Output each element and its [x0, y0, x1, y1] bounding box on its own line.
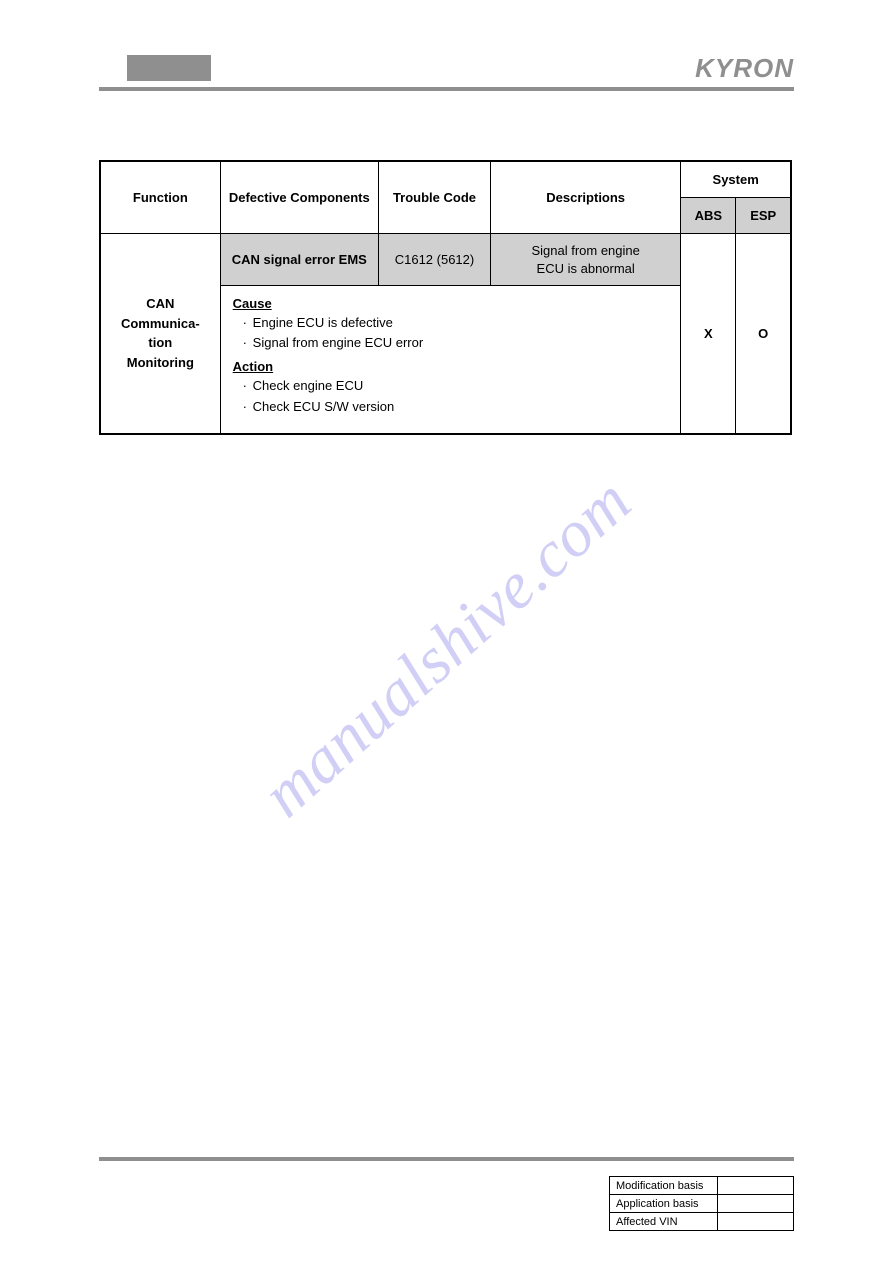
col-header-system: System [681, 161, 791, 198]
cause-item: Signal from engine ECU error [243, 333, 669, 353]
function-cell: CANCommunica-tionMonitoring [100, 234, 220, 434]
header-gray-block [127, 55, 211, 81]
description-cell: Signal from engineECU is abnormal [491, 234, 681, 286]
detail-cell: Cause Engine ECU is defective Signal fro… [220, 286, 681, 434]
footer-label: Modification basis [610, 1177, 718, 1195]
action-item: Check engine ECU [243, 376, 669, 396]
footer-label: Affected VIN [610, 1213, 718, 1231]
footer-value [718, 1213, 794, 1231]
footer-row: Application basis [610, 1195, 794, 1213]
cause-label: Cause [233, 296, 669, 311]
footer-row: Affected VIN [610, 1213, 794, 1231]
action-list: Check engine ECU Check ECU S/W version [243, 376, 669, 416]
footer-rule [99, 1157, 794, 1161]
col-header-trouble: Trouble Code [378, 161, 490, 234]
footer-row: Modification basis [610, 1177, 794, 1195]
footer-label: Application basis [610, 1195, 718, 1213]
col-header-esp: ESP [736, 198, 791, 234]
action-label: Action [233, 359, 669, 374]
col-header-descriptions: Descriptions [491, 161, 681, 234]
footer-table: Modification basis Application basis Aff… [609, 1176, 794, 1231]
brand-logo: KYRON [695, 53, 794, 84]
table-data-row: CANCommunica-tionMonitoring CAN signal e… [100, 234, 791, 286]
page-header: KYRON [99, 55, 794, 93]
footer-value [718, 1177, 794, 1195]
cause-item: Engine ECU is defective [243, 313, 669, 333]
action-item: Check ECU S/W version [243, 397, 669, 417]
trouble-code-cell: C1612 (5612) [378, 234, 490, 286]
col-header-abs: ABS [681, 198, 736, 234]
abs-cell: X [681, 234, 736, 434]
table-header-row: Function Defective Components Trouble Co… [100, 161, 791, 198]
defective-cell: CAN signal error EMS [220, 234, 378, 286]
diagnostic-table: Function Defective Components Trouble Co… [99, 160, 792, 435]
watermark-text: manualshive.com [247, 463, 645, 832]
header-rule [99, 87, 794, 91]
esp-cell: O [736, 234, 791, 434]
footer-value [718, 1195, 794, 1213]
cause-list: Engine ECU is defective Signal from engi… [243, 313, 669, 353]
col-header-function: Function [100, 161, 220, 234]
col-header-defective: Defective Components [220, 161, 378, 234]
